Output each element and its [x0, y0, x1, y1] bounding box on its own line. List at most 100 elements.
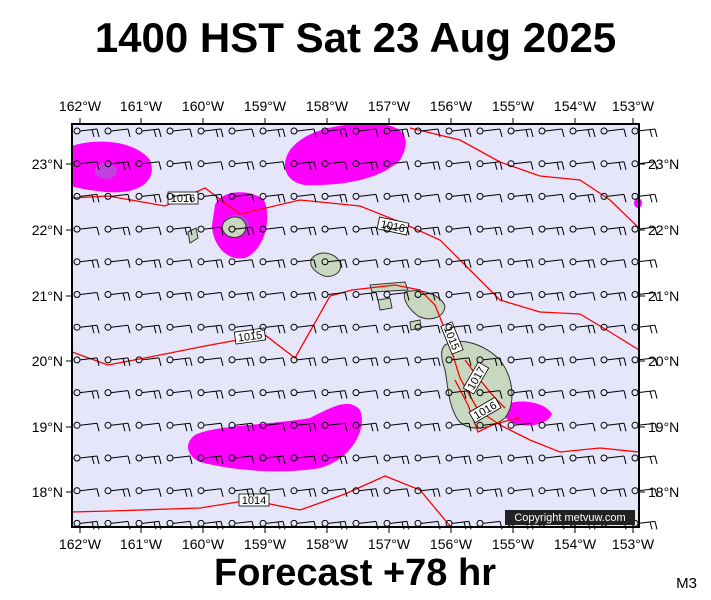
- wind-barb-icon: [352, 389, 379, 399]
- isobar-label: 1015: [233, 327, 267, 345]
- lat-label-right: 20°N: [648, 353, 679, 369]
- wind-barb-icon: [166, 160, 193, 170]
- wind-barb-icon: [104, 454, 131, 465]
- wind-barb-icon: [290, 225, 317, 236]
- isobar-labels: 1016 1016 1015 1015 1017 1016 1014: [167, 191, 502, 507]
- wind-barb-icon: [166, 356, 193, 367]
- wind-barb-icon: [290, 160, 317, 170]
- wind-barb-icon: [135, 323, 162, 334]
- wind-barb-icon: [259, 421, 286, 432]
- wind-barb-icon: [507, 192, 534, 203]
- wind-barb-icon: [197, 291, 224, 301]
- wind-barb-icon: [73, 291, 100, 301]
- wind-barb-icon: [104, 225, 131, 236]
- isobar-label-text: 1014: [242, 495, 266, 507]
- lon-label-top: 159°W: [244, 98, 287, 114]
- wind-barb-icon: [197, 127, 224, 138]
- wind-barb-icon: [507, 323, 534, 334]
- wind-barb-icon: [104, 160, 131, 170]
- wind-barb-icon: [569, 454, 596, 465]
- wind-barb-icon: [166, 389, 193, 399]
- wind-barb-icon: [197, 356, 224, 367]
- wind-barb-icon: [538, 127, 565, 138]
- wind-barb-icon: [73, 160, 100, 170]
- wind-barb-icon: [259, 356, 286, 367]
- wind-barb-icon: [290, 127, 317, 138]
- wind-barb-icon: [321, 323, 348, 334]
- wind-barb-icon: [104, 487, 131, 497]
- wind-barb-icon: [600, 421, 627, 432]
- lon-label-top: 157°W: [368, 98, 411, 114]
- wind-barb-icon: [600, 258, 627, 268]
- wind-barb-icon: [321, 356, 348, 367]
- wind-barb-icon: [104, 258, 131, 268]
- wind-barb-icon: [166, 291, 193, 301]
- wind-barb-icon: [600, 225, 627, 236]
- lat-label-left: 21°N: [32, 288, 63, 304]
- wind-barb-icon: [600, 454, 627, 465]
- lon-label-top: 156°W: [430, 98, 473, 114]
- wind-barb-icon: [135, 160, 162, 170]
- wind-barb-icon: [197, 225, 224, 236]
- wind-barb-icon: [414, 160, 441, 170]
- wind-barb-icon: [569, 160, 596, 170]
- wind-barb-icon: [445, 487, 472, 497]
- wind-barb-icon: [104, 291, 131, 301]
- wind-barb-icon: [352, 421, 379, 432]
- wind-barb-icon: [352, 323, 379, 334]
- wind-barb-icon: [290, 421, 317, 432]
- wind-barb-icon: [507, 225, 534, 236]
- wind-barb-icon: [104, 421, 131, 432]
- wind-barb-icon: [383, 421, 410, 432]
- isobar-label: 1014: [238, 493, 270, 507]
- wind-barb-icon: [414, 421, 441, 432]
- lon-label-bottom: 153°W: [612, 536, 655, 552]
- lon-label-bottom: 155°W: [492, 536, 535, 552]
- lon-label-top: 162°W: [59, 98, 102, 114]
- wind-barb-icon: [352, 356, 379, 367]
- wind-barb-icon: [600, 323, 627, 334]
- wind-barb-icon: [352, 160, 379, 170]
- wind-barb-icon: [569, 356, 596, 367]
- wind-barb-icon: [352, 291, 379, 301]
- wind-barb-icon: [73, 356, 100, 367]
- wind-barb-icon: [569, 487, 596, 497]
- wind-barb-icon: [259, 389, 286, 399]
- wind-barb-icon: [228, 323, 255, 334]
- wind-barb-icon: [569, 225, 596, 236]
- wind-barb-icon: [507, 160, 534, 170]
- lat-label-right: 19°N: [648, 419, 679, 435]
- wind-barb-icon: [135, 225, 162, 236]
- wind-barb-icon: [352, 258, 379, 268]
- wind-barb-icon: [135, 258, 162, 268]
- wind-barb-icon: [538, 192, 565, 203]
- wind-barb-icon: [352, 454, 379, 465]
- wind-barb-icon: [321, 225, 348, 236]
- wind-barb-icon: [476, 323, 503, 334]
- wind-barb-icon: [445, 160, 472, 170]
- lon-label-bottom: 158°W: [306, 536, 349, 552]
- lon-label-top: 154°W: [554, 98, 597, 114]
- wind-barb-icon: [445, 356, 472, 367]
- wind-barb-icon: [73, 421, 100, 432]
- wind-barb-icon: [414, 258, 441, 268]
- map-frame: [71, 123, 640, 528]
- wind-barb-icon: [73, 323, 100, 334]
- wind-barb-icon: [538, 389, 565, 399]
- wind-barb-icon: [259, 127, 286, 138]
- wind-barb-icon: [507, 487, 534, 497]
- wind-barb-icon: [507, 356, 534, 367]
- wind-barb-icon: [290, 454, 317, 465]
- wind-barb-icon: [414, 389, 441, 399]
- isobar-line-1016-northeast: [409, 127, 640, 229]
- wind-barb-icon: [352, 487, 379, 497]
- wind-barb-icon: [166, 519, 193, 530]
- wind-barb-icon: [73, 454, 100, 465]
- wind-barb-icon: [197, 323, 224, 334]
- wind-barb-icon: [383, 192, 410, 203]
- wind-barb-icon: [445, 127, 472, 138]
- wind-barb-icon: [569, 127, 596, 138]
- wind-barb-icon: [104, 356, 131, 367]
- wind-barb-icon: [476, 487, 503, 497]
- wind-barb-icon: [135, 389, 162, 399]
